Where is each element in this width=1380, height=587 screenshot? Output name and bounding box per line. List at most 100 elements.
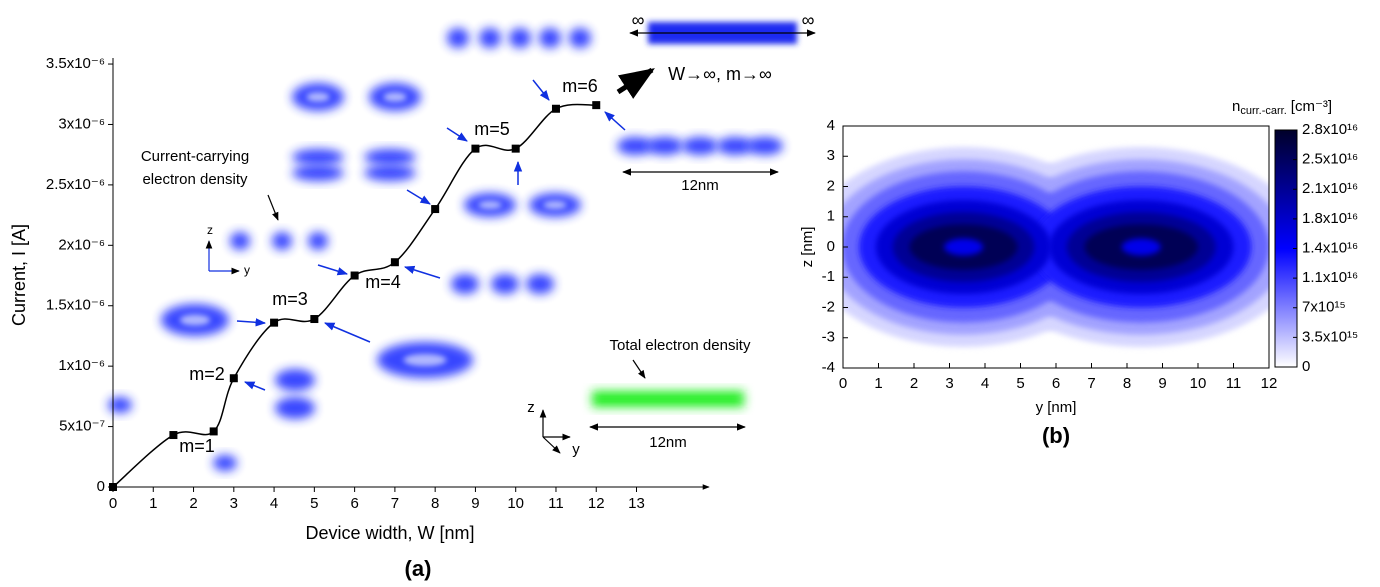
pointer-arrow — [403, 265, 441, 279]
x-tick-label: 10 — [507, 495, 524, 512]
density-blob — [213, 455, 237, 471]
density-blob — [617, 137, 653, 155]
x-tick-label: 11 — [548, 495, 564, 512]
density-blob — [509, 28, 531, 48]
pointer-arrow — [317, 264, 349, 276]
colorbar-title-part: n — [1232, 98, 1240, 115]
x-tick-label: 4 — [270, 495, 278, 512]
y-tick-label: 2 — [827, 177, 835, 194]
annotation: Current-carrying — [141, 148, 249, 165]
y-tick-label: -1 — [822, 268, 835, 285]
y-tick-label: 5x10⁻⁷ — [59, 418, 105, 435]
density-blob — [747, 137, 783, 155]
density-core — [944, 238, 984, 256]
annotation: ∞ — [802, 10, 815, 30]
data-marker — [310, 315, 319, 324]
annotation: electron density — [142, 171, 248, 188]
x-tick-label: 5 — [1016, 375, 1024, 392]
density-blob — [364, 149, 416, 165]
density-blob — [647, 137, 683, 155]
x-tick-label: 11 — [1226, 375, 1242, 392]
x-tick-label: 10 — [1190, 375, 1207, 392]
x-tick-label: 5 — [310, 495, 318, 512]
y-tick-label: 3x10⁻⁶ — [58, 115, 105, 132]
density-core — [403, 353, 447, 367]
pointer-arrow — [324, 322, 371, 343]
y-tick-label: 2x10⁻⁶ — [58, 236, 105, 253]
colorbar-tick-label: 1.4x10¹⁶ — [1302, 239, 1358, 256]
colorbar-tick-label: 1.8x10¹⁶ — [1302, 210, 1358, 227]
panel-title: (a) — [405, 556, 432, 581]
colorbar-tick-label: 7x10¹⁵ — [1302, 299, 1346, 316]
annotation: 12nm — [649, 434, 687, 451]
x-tick-label: 7 — [1087, 375, 1095, 392]
colorbar-title: ncurr.-carr. [cm⁻³] — [1232, 98, 1332, 117]
data-marker — [471, 144, 480, 153]
colorbar-tick-label: 1.1x10¹⁶ — [1302, 269, 1358, 286]
x-tick-label: 13 — [628, 495, 645, 512]
data-marker — [109, 483, 117, 491]
pointer-arrow — [267, 194, 279, 221]
annotation: m=1 — [179, 436, 215, 456]
data-marker — [350, 271, 359, 280]
density-blob — [364, 165, 416, 181]
data-marker — [390, 258, 399, 267]
annotation: m=2 — [189, 364, 225, 384]
density-blob — [491, 274, 519, 294]
annotation: y — [244, 263, 250, 277]
density-blob — [539, 28, 561, 48]
x-tick-label: 3 — [945, 375, 953, 392]
density-blob — [451, 274, 479, 294]
y-tick-label: -2 — [822, 298, 835, 315]
y-tick-label: 1 — [827, 208, 835, 225]
density-blob — [682, 137, 718, 155]
x-tick-label: 8 — [1123, 375, 1131, 392]
y-tick-label: 3 — [827, 147, 835, 164]
axis-glyph — [542, 436, 561, 454]
colorbar-tick-label: 2.8x10¹⁶ — [1302, 121, 1358, 138]
y-tick-label: -4 — [822, 359, 835, 376]
y-tick-label: 0 — [827, 238, 835, 255]
x-tick-label: 0 — [839, 375, 847, 392]
data-marker — [431, 205, 440, 214]
data-marker — [270, 318, 279, 327]
density-core — [179, 314, 211, 326]
annotation: ∞ — [632, 10, 645, 30]
pointer-arrow — [406, 189, 431, 205]
x-tick-label: 6 — [350, 495, 358, 512]
colorbar-tick-label: 0 — [1302, 358, 1310, 375]
annotation: y — [572, 441, 580, 458]
density-core — [383, 92, 407, 102]
x-tick-label: 1 — [149, 495, 157, 512]
annotation: W→∞, m→∞ — [668, 64, 772, 84]
y-axis-title: Current, I [A] — [9, 224, 29, 326]
pointer-arrow — [244, 381, 266, 391]
annotation: Total electron density — [610, 337, 751, 354]
pointer-arrow — [632, 359, 646, 379]
y-tick-label: 4 — [827, 117, 835, 134]
annotation: m=6 — [562, 76, 598, 96]
x-tick-label: 9 — [1158, 375, 1166, 392]
panel-title: (b) — [1042, 423, 1070, 448]
data-marker — [551, 104, 560, 113]
density-blob — [230, 232, 250, 250]
colorbar-title-part: [cm⁻³] — [1291, 98, 1332, 115]
density-core — [306, 92, 330, 102]
colorbar-tick-label: 2.5x10¹⁶ — [1302, 151, 1358, 168]
density-map — [843, 147, 1269, 347]
y-tick-label: 1.5x10⁻⁶ — [46, 297, 105, 314]
annotation: m=5 — [474, 119, 510, 139]
x-tick-label: 2 — [189, 495, 197, 512]
x-tick-label: 1 — [874, 375, 882, 392]
annotation: z — [207, 223, 213, 237]
colorbar-tick-label: 3.5x10¹⁵ — [1302, 328, 1358, 345]
y-tick-label: 0 — [97, 478, 105, 495]
x-tick-label: 2 — [910, 375, 918, 392]
density-blob — [479, 28, 501, 48]
density-blob — [275, 369, 315, 391]
density-blob — [308, 232, 328, 250]
pointer-arrow — [236, 318, 267, 327]
colorbar-title-part: curr.-carr. — [1240, 105, 1286, 117]
annotation: m=3 — [272, 289, 308, 309]
data-marker — [229, 374, 238, 383]
